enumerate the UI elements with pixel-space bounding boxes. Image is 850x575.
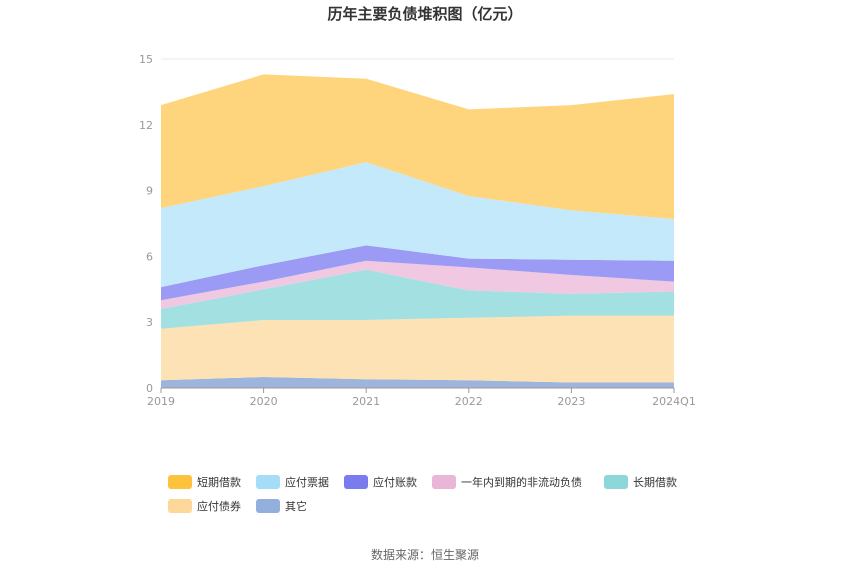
x-tick-label: 2019: [147, 395, 175, 408]
area-series: [161, 74, 674, 388]
legend-label[interactable]: 应付票据: [285, 475, 329, 489]
area-0: [161, 377, 674, 388]
y-axis: 0 3 6 9 12 15: [139, 53, 153, 395]
x-tick-label: 2021: [352, 395, 380, 408]
legend-swatch[interactable]: [604, 475, 628, 489]
area-3: [161, 260, 674, 309]
legend-swatch[interactable]: [168, 475, 192, 489]
legend-label[interactable]: 一年内到期的非流动负债: [461, 475, 582, 489]
chart-title: 历年主要负债堆积图（亿元）: [327, 5, 522, 23]
legend-swatch[interactable]: [168, 499, 192, 513]
y-tick-label: 0: [146, 382, 153, 395]
x-tick-label: 2023: [557, 395, 585, 408]
x-tick-label: 2024Q1: [652, 395, 696, 408]
legend-label[interactable]: 长期借款: [633, 475, 677, 489]
area-2: [161, 269, 674, 329]
legend-label[interactable]: 应付债券: [197, 499, 241, 513]
area-5: [161, 162, 674, 288]
source-text: 数据来源：恒生聚源: [371, 547, 479, 562]
y-tick-label: 15: [139, 53, 153, 66]
x-tick-label: 2020: [250, 395, 278, 408]
legend-label[interactable]: 应付账款: [373, 475, 417, 489]
x-tick-label: 2022: [455, 395, 483, 408]
y-tick-label: 6: [146, 250, 153, 263]
area-4: [161, 245, 674, 301]
y-tick-label: 12: [139, 119, 153, 132]
y-tick-label: 3: [146, 316, 153, 329]
legend-swatch[interactable]: [256, 499, 280, 513]
y-tick-label: 9: [146, 185, 153, 198]
area-6: [161, 74, 674, 220]
x-axis: 2019 2020 2021 2022 2023 2024Q1: [147, 387, 696, 408]
legend-label[interactable]: 短期借款: [197, 475, 241, 489]
area-1: [161, 315, 674, 383]
legend-swatch[interactable]: [344, 475, 368, 489]
legend-swatch[interactable]: [432, 475, 456, 489]
legend-swatch[interactable]: [256, 475, 280, 489]
legend-label[interactable]: 其它: [285, 499, 307, 513]
